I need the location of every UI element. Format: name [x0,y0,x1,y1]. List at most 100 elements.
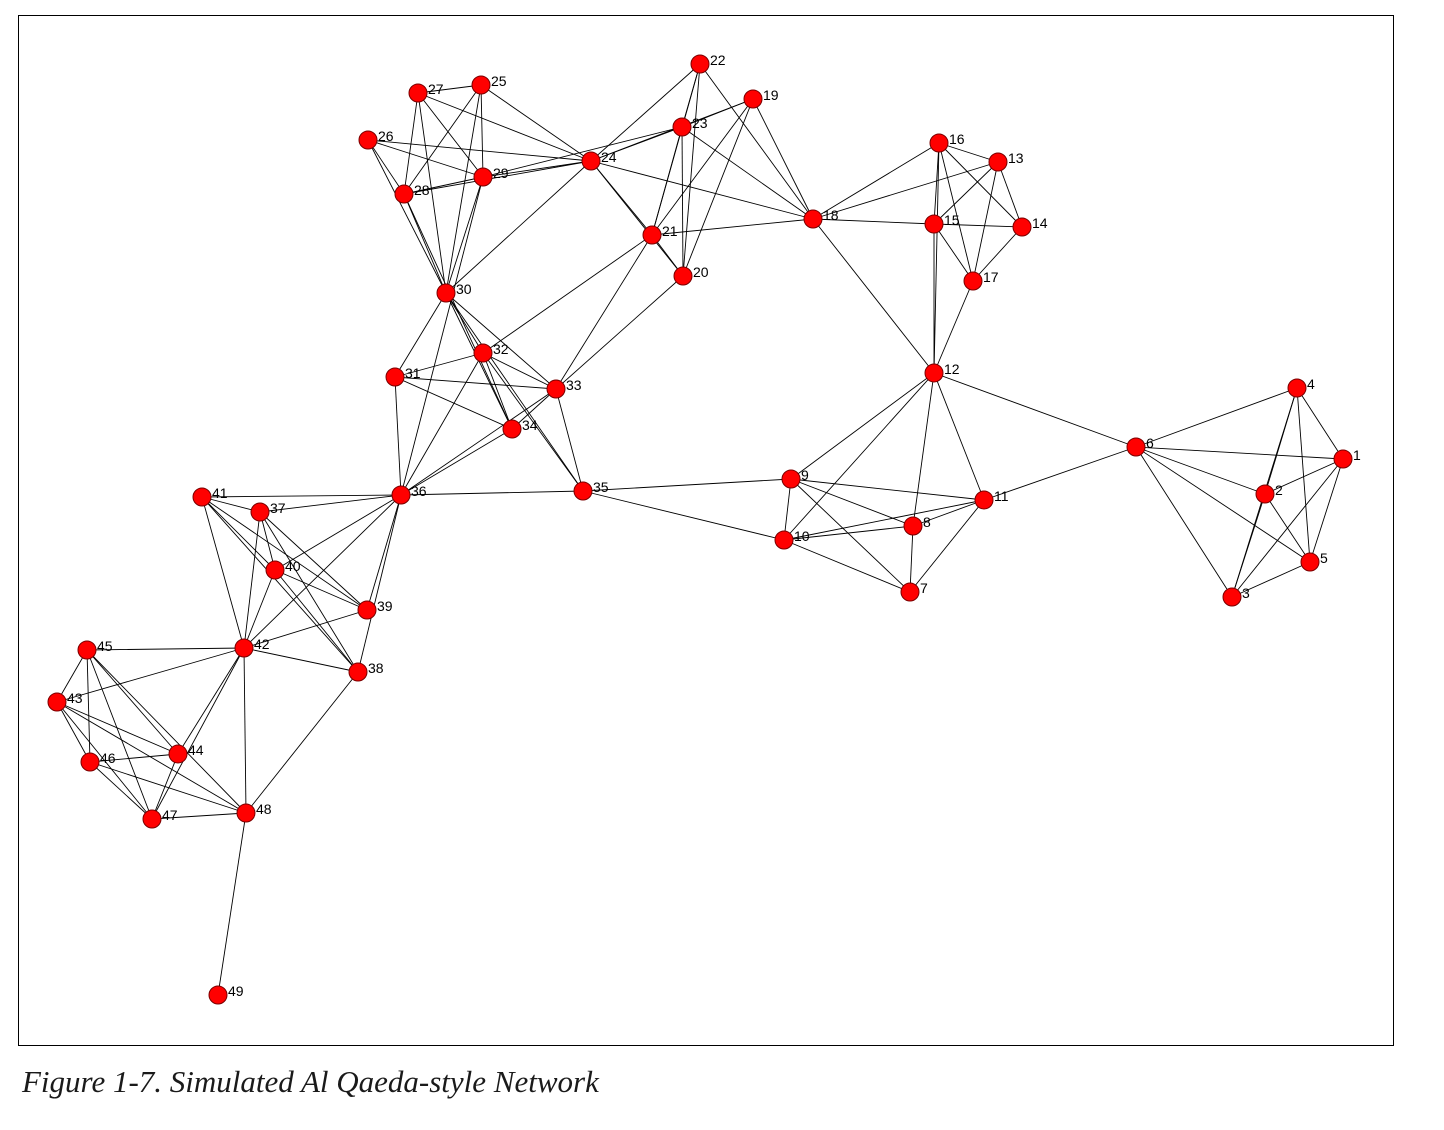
edge-20-22 [682,63,701,277]
node-circle-42 [234,638,254,658]
node-circle-11 [974,490,994,510]
edge-13-15 [933,161,999,225]
node-29: 29 [473,165,509,187]
node-circle-46 [80,752,100,772]
edge-30-31 [394,292,447,378]
node-circle-16 [929,133,949,153]
node-41: 41 [192,485,228,507]
node-label-33: 33 [566,377,582,393]
edge-47-48 [151,812,247,820]
node-circle-49 [208,985,228,1005]
node-circle-20 [673,266,693,286]
node-circle-15 [924,214,944,234]
node-38: 38 [348,660,384,682]
node-26: 26 [358,128,394,150]
node-circle-41 [192,487,212,507]
node-label-45: 45 [97,638,113,654]
edge-31-34 [394,376,513,430]
edge-7-10 [783,539,911,593]
node-label-29: 29 [493,165,509,181]
edge-32-34 [482,352,513,430]
node-label-32: 32 [493,341,509,357]
edge-8-10 [783,525,914,541]
node-45: 45 [77,638,113,660]
edge-43-44 [56,701,179,755]
edge-38-41 [201,496,359,673]
edge-20-23 [681,126,684,277]
edge-26-30 [367,139,447,294]
edge-32-33 [482,352,557,390]
edge-30-35 [445,292,584,492]
node-label-47: 47 [162,807,178,823]
node-circle-29 [473,167,493,187]
edge-24-25 [480,84,592,162]
node-circle-38 [348,662,368,682]
node-43: 43 [47,690,83,712]
node-circle-34 [502,419,522,439]
edge-8-11 [912,499,985,527]
node-circle-18 [803,209,823,229]
edge-39-42 [243,609,368,649]
node-label-10: 10 [794,528,810,544]
node-circle-28 [394,184,414,204]
edge-21-33 [555,234,653,390]
edge-33-35 [555,388,584,492]
edge-30-32 [445,292,484,354]
edge-38-40 [274,569,359,673]
edge-35-36 [400,490,584,496]
edge-34-36 [400,428,513,496]
edge-1-5 [1309,458,1344,563]
edge-48-49 [217,812,247,996]
edge-18-22 [699,63,814,220]
edge-29-30 [445,176,484,294]
node-3: 3 [1222,585,1250,607]
edge-1-6 [1135,446,1344,460]
edge-42-45 [86,647,245,651]
node-label-27: 27 [428,81,444,97]
node-10: 10 [774,528,810,550]
node-circle-8 [903,516,923,536]
node-circle-31 [385,367,405,387]
node-label-14: 14 [1032,215,1048,231]
node-circle-25 [471,75,491,95]
node-34: 34 [502,417,538,439]
edge-24-29 [482,160,592,178]
edge-8-12 [912,372,935,527]
edge-32-35 [482,352,584,492]
node-circle-36 [391,485,411,505]
edge-13-14 [997,161,1023,228]
edge-16-17 [938,142,974,282]
node-42: 42 [234,636,270,658]
node-circle-45 [77,640,97,660]
edge-31-36 [394,376,402,496]
edge-25-27 [417,84,482,94]
node-label-42: 42 [254,636,270,652]
node-label-48: 48 [256,801,272,817]
node-33: 33 [546,377,582,399]
node-circle-32 [473,343,493,363]
edge-43-46 [56,701,91,763]
edge-36-39 [366,494,402,611]
edge-22-23 [681,63,701,128]
edge-2-5 [1264,493,1311,563]
node-46: 46 [80,750,116,772]
node-circle-21 [642,225,662,245]
node-label-31: 31 [405,365,421,381]
node-label-34: 34 [522,417,538,433]
node-12: 12 [924,361,960,383]
edge-40-42 [243,569,276,649]
node-circle-43 [47,692,67,712]
node-30: 30 [436,281,472,303]
node-circle-17 [963,271,983,291]
node-circle-7 [900,582,920,602]
node-label-24: 24 [601,149,617,165]
edge-3-5 [1231,561,1311,598]
node-label-37: 37 [270,500,286,516]
node-label-19: 19 [763,87,779,103]
edge-45-46 [86,649,91,763]
node-4: 4 [1287,376,1315,398]
node-circle-30 [436,283,456,303]
edge-36-40 [274,494,402,571]
node-circle-2 [1255,484,1275,504]
node-label-15: 15 [944,212,960,228]
